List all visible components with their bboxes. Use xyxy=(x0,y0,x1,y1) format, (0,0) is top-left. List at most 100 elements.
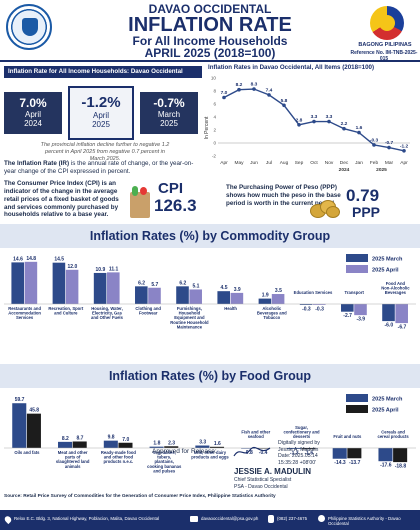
card-month: March xyxy=(157,110,181,119)
bagong-pilipinas-logo xyxy=(370,6,404,40)
legend-swatch xyxy=(346,265,368,273)
footer-email[interactable]: davaooccidental@psa.gov.ph xyxy=(201,516,259,521)
source-note: Source: Retail Price Survey of Commoditi… xyxy=(4,494,276,499)
bar-category-label: products n.e.c. xyxy=(104,459,134,464)
line-xtick-label: Sep xyxy=(295,160,304,166)
bar-april xyxy=(24,261,38,304)
line-chart-title: Inflation Rates in Davao Occidental, All… xyxy=(208,64,374,71)
bar-value-label: -2.7 xyxy=(343,313,352,319)
line-ytick-label: 0 xyxy=(213,141,216,146)
line-data-label: 7.4 xyxy=(266,87,273,93)
line-xtick-label: Mar xyxy=(385,160,394,166)
commodity-chart-title: Inflation Rates (%) by Commodity Group xyxy=(89,229,331,243)
bar-april xyxy=(210,446,225,448)
bar-value-label: -17.6 xyxy=(380,463,392,469)
summary-note: The provincial inflation decline further… xyxy=(40,142,170,162)
bar-category-label: Non-Alcoholic xyxy=(381,285,410,290)
bar-value-label: 4.5 xyxy=(221,285,228,291)
line-point xyxy=(282,103,286,108)
bar-april xyxy=(107,272,120,304)
bar-march xyxy=(58,441,73,448)
line-xtick-label: Nov xyxy=(325,160,334,166)
card-value: -1.2% xyxy=(81,94,121,111)
header-divider xyxy=(0,60,420,62)
bar-category-label: Food And xyxy=(386,281,406,286)
ppp-definition: The Purchasing Power of Peso (PPP) shows… xyxy=(226,184,341,207)
bar-category-label: animals xyxy=(65,464,81,469)
line-xtick-label: Oct xyxy=(310,160,318,166)
bar-category-label: Beverages and xyxy=(257,311,287,316)
all-items-line-chart: Inflation Rates in Davao Occidental, All… xyxy=(204,64,410,173)
bar-march xyxy=(341,304,354,312)
bar-value-label: -18.8 xyxy=(395,464,407,470)
bar-category-label: Milk, other dairy xyxy=(194,450,227,455)
line-point xyxy=(222,95,226,100)
bar-march xyxy=(195,445,210,448)
bar-value-label: -0.3 xyxy=(315,306,324,312)
line-xtick-label: May xyxy=(234,160,244,166)
region-name: DAVAO OCCIDENTAL xyxy=(148,2,272,16)
bar-category-label: Tobacco xyxy=(263,315,280,320)
bar-category-label: Restaurants and xyxy=(8,306,41,311)
bar-category-label: Oils and fats xyxy=(14,450,40,455)
line-data-label: 8.3 xyxy=(251,82,258,88)
line-point xyxy=(327,119,331,124)
bar-value-label: 45.8 xyxy=(29,408,39,414)
legend-label: 2025 April xyxy=(372,268,399,274)
bar-category-label: plantains, xyxy=(154,459,174,464)
card-year: 2024 xyxy=(24,119,42,128)
line-data-label: 3.3 xyxy=(311,114,318,120)
bar-april xyxy=(347,448,362,459)
bar-value-label: 3.5 xyxy=(275,288,282,294)
line-point xyxy=(357,130,361,135)
bar-value-label: 2.3 xyxy=(168,440,175,446)
bar-category-label: cereal products xyxy=(378,434,410,439)
bar-category-label: Electricity, Gas xyxy=(92,311,123,316)
bar-category-label: tubers, xyxy=(157,455,171,460)
card-april-2024: 7.0% April 2024 xyxy=(4,92,62,134)
bar-category-label: Clothing and xyxy=(135,306,161,311)
bar-april xyxy=(118,442,133,448)
bar-category-label: Cereals and xyxy=(381,429,405,434)
legend-swatch xyxy=(346,254,368,262)
bar-category-label: and other food xyxy=(104,455,134,460)
bar-march xyxy=(382,304,395,322)
bar-april xyxy=(164,446,179,448)
line-point xyxy=(237,87,241,92)
ppp-value: 0.79 xyxy=(346,186,380,205)
footer-office: Philippine Statistics Authority - Davao … xyxy=(328,516,401,526)
bar-april xyxy=(354,304,367,316)
bar-value-label: 1.8 xyxy=(153,441,160,447)
cpi-label: CPI xyxy=(158,180,184,197)
bar-category-label: products and eggs xyxy=(191,455,229,460)
approver-role: Chief Statistical Specialist xyxy=(234,477,292,483)
bar-value-label: 1.6 xyxy=(214,441,221,447)
reference-number: Reference No. IM-TNB-2025-015 xyxy=(350,50,418,62)
ir-text: is the annual rate of change, or the yea… xyxy=(4,160,194,176)
bar-category-label: Household xyxy=(179,311,201,316)
line-xtick-label: Jan xyxy=(355,160,363,166)
bar-category-label: Fruit and nuts xyxy=(333,434,362,439)
signed-line: 15:35:28 +08'00' xyxy=(278,459,317,466)
footer-phone: (082) 237-4675 xyxy=(277,516,308,521)
food-chart-title: Inflation Rates (%) by Food Group xyxy=(108,369,312,383)
food-bar-chart: 59.7 45.8 Oils and fats 8.2 8.7 Meat and othe… xyxy=(4,394,416,473)
bar-value-label: -6.7 xyxy=(398,325,407,331)
bar-april xyxy=(230,292,244,304)
line-data-label: -1.2 xyxy=(400,143,409,149)
bar-value-label: 14.5 xyxy=(54,257,64,263)
page-title: INFLATION RATE xyxy=(128,14,292,36)
bar-category-label: Fish and other xyxy=(241,429,270,434)
bar-march xyxy=(378,448,393,462)
line-xtick-label: Jul xyxy=(266,160,272,166)
card-value: 7.0% xyxy=(19,96,47,110)
card-value: -0.7% xyxy=(153,96,185,110)
digital-signature-block: Digitally signed by Jessie A. Madulin Da… xyxy=(278,440,358,466)
bar-value-label: -0.4 xyxy=(259,450,268,456)
bar-march xyxy=(299,304,313,305)
bar-value-label: 3.9 xyxy=(234,287,241,293)
line-xtick-label: Apr xyxy=(400,160,408,166)
line-point xyxy=(297,123,301,127)
bar-value-label: 59.7 xyxy=(15,397,25,403)
line-point xyxy=(342,126,346,131)
